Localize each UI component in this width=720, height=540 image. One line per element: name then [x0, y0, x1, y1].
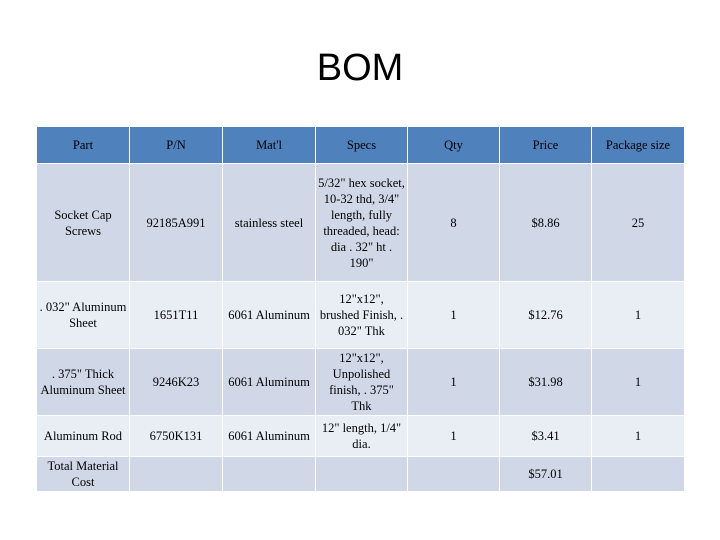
cell-package-size: 25: [591, 163, 685, 282]
cell-price: $31.98: [499, 348, 592, 416]
cell-price: $3.41: [499, 415, 592, 457]
column-header-part: Part: [36, 126, 130, 164]
cell-matl: 6061 Aluminum: [222, 281, 316, 349]
cell-specs: 5/32" hex socket, 10-32 thd, 3/4" length…: [315, 163, 408, 282]
column-header-price: Price: [499, 126, 592, 164]
cell-specs: 12" length, 1/4" dia.: [315, 415, 408, 457]
table-row: Socket Cap Screws 92185A991 stainless st…: [36, 163, 685, 282]
cell-specs: 12"x12", brushed Finish, . 032" Thk: [315, 281, 408, 349]
cell-package-size: 1: [591, 415, 685, 457]
cell-total-price: $57.01: [499, 456, 592, 492]
column-header-matl: Mat'l: [222, 126, 316, 164]
table-row: . 032" Aluminum Sheet 1651T11 6061 Alumi…: [36, 281, 685, 349]
cell-package-size: 1: [591, 348, 685, 416]
table-row: Aluminum Rod 6750K131 6061 Aluminum 12" …: [36, 415, 685, 457]
table-row: . 375" Thick Aluminum Sheet 9246K23 6061…: [36, 348, 685, 416]
cell-package-size: 1: [591, 281, 685, 349]
cell-part: Socket Cap Screws: [36, 163, 130, 282]
page-title: BOM: [316, 47, 404, 89]
cell-matl: stainless steel: [222, 163, 316, 282]
cell-part: . 032" Aluminum Sheet: [36, 281, 130, 349]
cell-qty: [407, 456, 500, 492]
column-header-package-size: Package size: [591, 126, 685, 164]
table-row-total: Total Material Cost $57.01: [36, 456, 685, 492]
cell-price: $8.86: [499, 163, 592, 282]
cell-matl: 6061 Aluminum: [222, 348, 316, 416]
cell-matl: [222, 456, 316, 492]
cell-qty: 1: [407, 415, 500, 457]
cell-part: . 375" Thick Aluminum Sheet: [36, 348, 130, 416]
cell-part: Total Material Cost: [36, 456, 130, 492]
cell-package-size: [591, 456, 685, 492]
cell-qty: 8: [407, 163, 500, 282]
cell-pn: 1651T11: [129, 281, 223, 349]
cell-qty: 1: [407, 281, 500, 349]
column-header-qty: Qty: [407, 126, 500, 164]
column-header-pn: P/N: [129, 126, 223, 164]
cell-qty: 1: [407, 348, 500, 416]
cell-specs: 12"x12", Unpolished finish, . 375" Thk: [315, 348, 408, 416]
cell-pn: 6750K131: [129, 415, 223, 457]
cell-part: Aluminum Rod: [36, 415, 130, 457]
bom-table: Part P/N Mat'l Specs Qty Price Package s…: [36, 126, 685, 492]
table-header-row: Part P/N Mat'l Specs Qty Price Package s…: [36, 126, 685, 164]
column-header-specs: Specs: [315, 126, 408, 164]
cell-pn: 92185A991: [129, 163, 223, 282]
cell-pn: 9246K23: [129, 348, 223, 416]
cell-pn: [129, 456, 223, 492]
cell-specs: [315, 456, 408, 492]
cell-price: $12.76: [499, 281, 592, 349]
cell-matl: 6061 Aluminum: [222, 415, 316, 457]
